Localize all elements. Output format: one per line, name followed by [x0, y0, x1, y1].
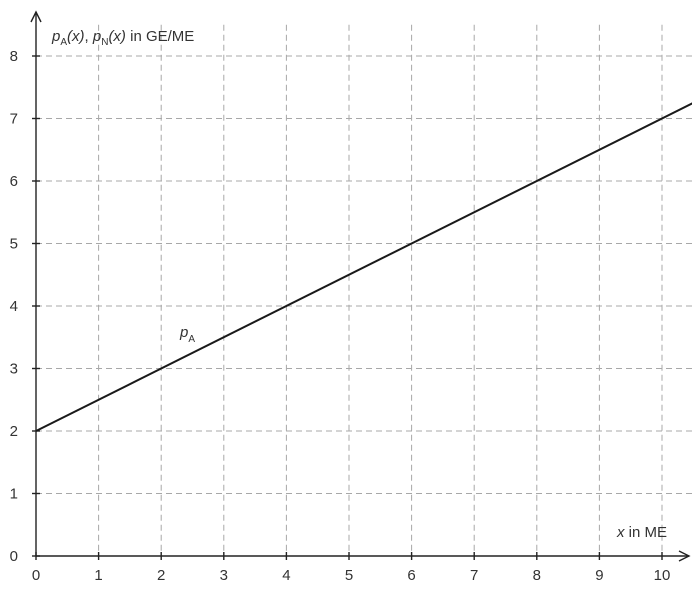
x-tick-label-3: 3: [220, 567, 228, 584]
series-label-main: p: [179, 324, 188, 341]
y-label-sep: ,: [85, 28, 93, 45]
x-axis-label: x in ME: [616, 524, 667, 541]
y-label-arg2: (x): [108, 28, 126, 45]
series-label-pa: pA: [179, 324, 195, 345]
y-tick-label-7: 7: [10, 111, 18, 128]
y-axis-label: pA(x), pN(x) in GE/ME: [51, 28, 194, 48]
series-line-0: [35, 102, 692, 432]
x-tick-label-7: 7: [470, 567, 478, 584]
y-label-arg1: (x): [67, 28, 85, 45]
grid: [36, 24, 692, 556]
series-label-sub: A: [188, 334, 195, 345]
x-tick-label-5: 5: [345, 567, 353, 584]
x-label-var: x: [616, 524, 625, 541]
x-tick-label-9: 9: [595, 567, 603, 584]
x-tick-label-1: 1: [94, 567, 102, 584]
y-label-p2: p: [92, 28, 101, 45]
tick-labels: 0 1 2 3 4 5 6 7 8 9 10 0 1 2 3 4 5 6 7 8: [10, 48, 671, 584]
y-label-sub1: A: [60, 37, 67, 48]
x-tick-label-4: 4: [282, 567, 290, 584]
y-tick-label-0: 0: [10, 548, 18, 565]
x-axis-arrow: [678, 550, 691, 562]
x-tick-label-0: 0: [32, 567, 40, 584]
x-tick-label-8: 8: [533, 567, 541, 584]
x-tick-label-6: 6: [407, 567, 415, 584]
y-label-text: in GE/ME: [126, 28, 194, 45]
y-tick-label-4: 4: [10, 298, 18, 315]
x-tick-label-2: 2: [157, 567, 165, 584]
y-tick-label-8: 8: [10, 48, 18, 65]
y-tick-label-2: 2: [10, 423, 18, 440]
y-tick-label-6: 6: [10, 173, 18, 190]
y-tick-label-3: 3: [10, 361, 18, 378]
series-group: [35, 102, 692, 432]
axes: [30, 10, 691, 562]
y-tick-label-5: 5: [10, 236, 18, 253]
y-axis-arrow: [30, 10, 42, 23]
y-label-p1: p: [51, 28, 60, 45]
x-label-text: in ME: [625, 524, 668, 541]
x-tick-label-10: 10: [654, 567, 671, 584]
y-tick-label-1: 1: [10, 486, 18, 503]
y-label-sub2: N: [101, 37, 108, 48]
